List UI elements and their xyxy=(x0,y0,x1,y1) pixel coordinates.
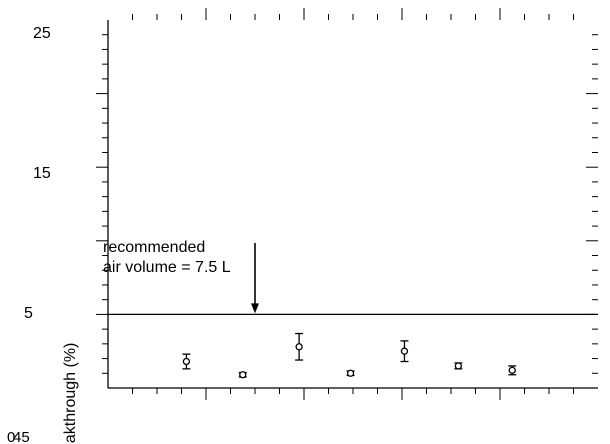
annotation-line-1: recommended xyxy=(103,239,205,256)
data-marker xyxy=(454,362,463,370)
data-point xyxy=(508,365,517,376)
x-tick-label-0: 0 xyxy=(7,429,15,444)
data-marker xyxy=(400,347,409,355)
data-marker xyxy=(239,371,247,379)
data-point xyxy=(346,369,355,377)
x-tick-label-45: 45 xyxy=(13,429,30,444)
y-tick-label-5: 5 xyxy=(24,305,33,322)
data-points xyxy=(182,332,517,379)
data-point xyxy=(400,340,409,363)
data-point xyxy=(454,362,463,370)
data-marker xyxy=(295,343,303,351)
data-point xyxy=(238,371,247,379)
y-tick-label-15: 15 xyxy=(33,165,51,182)
axis-ticks xyxy=(96,8,598,400)
data-marker xyxy=(182,357,191,366)
x-tick-labels: 0 45 xyxy=(7,429,30,444)
data-marker xyxy=(346,369,355,377)
data-point xyxy=(295,332,304,361)
annotation-arrow-head xyxy=(251,303,259,314)
data-point xyxy=(182,353,191,370)
annotation: recommended air volume = 7.5 L xyxy=(103,239,259,314)
y-tick-labels: 25 15 5 xyxy=(24,25,51,322)
plot-frame xyxy=(107,20,598,389)
annotation-line-2: air volume = 7.5 L xyxy=(103,259,231,276)
data-marker xyxy=(508,366,516,374)
y-axis-label: eakthrough (%) xyxy=(62,343,79,444)
y-tick-label-25: 25 xyxy=(33,25,51,42)
